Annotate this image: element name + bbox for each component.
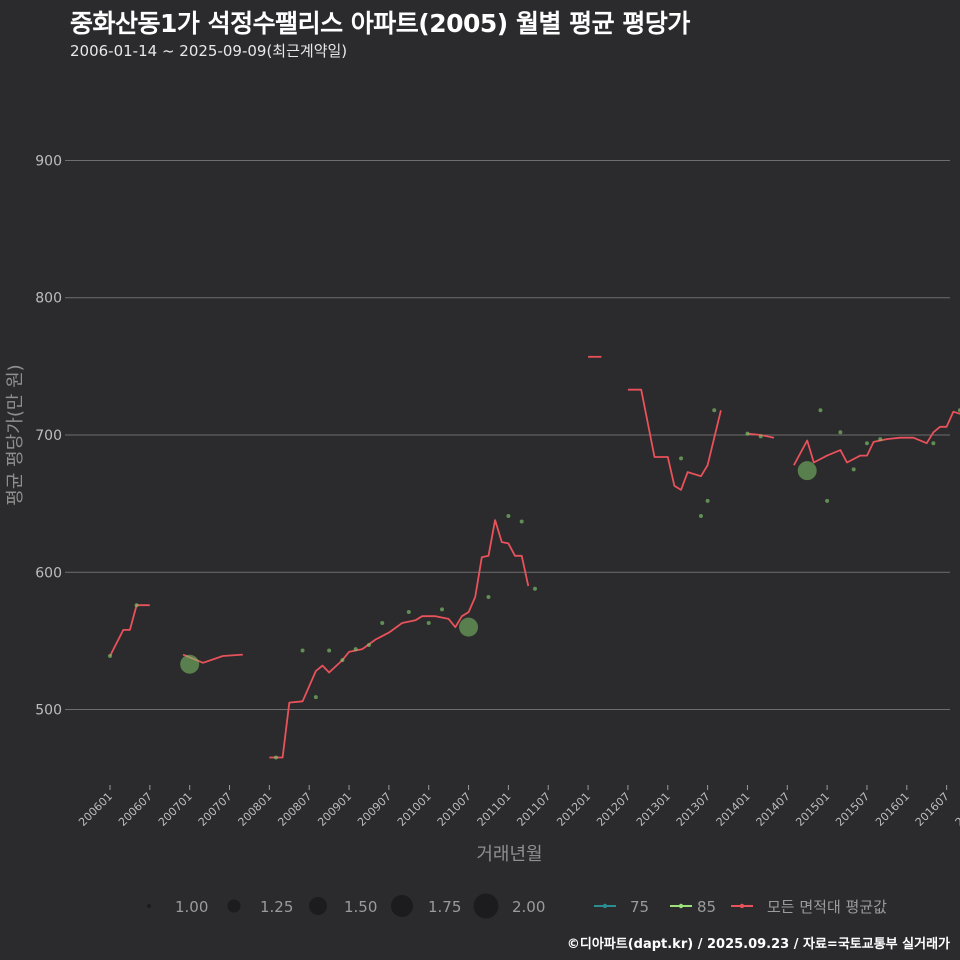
legend-series-label: 75 xyxy=(630,898,649,916)
legend-size-key xyxy=(391,895,413,917)
legend-size-label: 1.25 xyxy=(260,898,293,916)
legend-size-label: 1.00 xyxy=(175,898,208,916)
x-tick-label: 200907 xyxy=(355,790,394,829)
data-point xyxy=(274,755,278,760)
x-tick-label: 201001 xyxy=(395,790,434,829)
chart-subtitle: 2006-01-14 ~ 2025-09-09(최근계약일) xyxy=(70,42,348,60)
x-tick-label: 201507 xyxy=(833,790,872,829)
y-tick-label: 600 xyxy=(35,565,62,581)
y-tick-label: 700 xyxy=(35,428,62,444)
data-point xyxy=(406,610,411,615)
legend-series-point xyxy=(602,903,608,909)
x-tick-label: 201607 xyxy=(913,790,952,829)
data-point xyxy=(340,658,345,663)
y-tick-label: 500 xyxy=(35,703,62,719)
legend-series-point xyxy=(678,903,684,909)
x-tick-label: 201407 xyxy=(754,790,793,829)
data-point xyxy=(705,498,710,503)
series-points xyxy=(108,408,960,760)
data-point xyxy=(745,431,750,436)
data-point xyxy=(440,607,444,612)
x-tick-label: 201107 xyxy=(514,790,553,829)
x-tick-label: 201201 xyxy=(554,790,593,829)
x-tick-label: 200801 xyxy=(236,790,275,829)
x-tick-label: 201601 xyxy=(873,790,912,829)
legend-size-label: 1.50 xyxy=(344,898,377,916)
data-point xyxy=(825,498,830,503)
x-tick-label: 200701 xyxy=(156,790,195,829)
data-point xyxy=(366,643,371,647)
x-tick-label: 201301 xyxy=(634,790,673,829)
data-point xyxy=(532,586,537,591)
data-point xyxy=(878,437,883,442)
data-point xyxy=(818,408,823,413)
legend: 1.00 1.25 1.50 1.75 2.00 75 85 모든 면적대 평균값 xyxy=(147,893,887,919)
legend-series-point xyxy=(739,903,745,909)
avg-line-segment xyxy=(793,410,960,466)
source-caption: ©디아파트(dapt.kr) / 2025.09.23 / 자료=국토교통부 실… xyxy=(566,937,950,952)
data-point xyxy=(353,647,358,652)
x-tick-label: 200607 xyxy=(116,790,155,829)
data-point xyxy=(486,594,491,599)
x-tick-label: 201101 xyxy=(475,790,514,829)
legend-size-label: 1.75 xyxy=(428,898,461,916)
y-axis-title: 평균 평당가(만 원) xyxy=(5,364,26,505)
avg-line-segment xyxy=(627,388,722,491)
data-point xyxy=(698,513,703,518)
avg-line-segment xyxy=(269,519,530,759)
y-tick-label: 900 xyxy=(35,153,62,169)
legend-size-label: 2.00 xyxy=(512,898,545,916)
y-tick-labels: 500 600 700 800 900 xyxy=(35,153,62,718)
x-tick-label: 201307 xyxy=(674,790,713,829)
data-point xyxy=(134,603,139,608)
data-point xyxy=(679,456,684,461)
x-tick-label: 201501 xyxy=(793,790,832,829)
data-point xyxy=(380,621,385,626)
data-point xyxy=(180,654,200,674)
x-tick-labels: 200601 200607 200701 200707 200801 200807 2009… xyxy=(76,785,960,829)
data-point xyxy=(797,461,817,481)
data-point xyxy=(506,513,511,518)
data-point xyxy=(459,617,479,637)
data-point xyxy=(712,408,717,413)
data-point xyxy=(864,441,869,446)
grid-lines xyxy=(65,159,950,711)
legend-size-key xyxy=(473,893,499,919)
legend-series-label: 85 xyxy=(697,898,716,916)
legend-size-key xyxy=(309,897,327,915)
legend-series-label: 모든 면적대 평균값 xyxy=(767,898,887,916)
x-tick-label: 201007 xyxy=(435,790,474,829)
x-tick-label: 201401 xyxy=(714,790,753,829)
chart-title: 중화산동1가 석정수팰리스 아파트(2005) 월별 평균 평당가 xyxy=(70,9,690,38)
data-point xyxy=(300,648,305,653)
data-point xyxy=(931,441,936,446)
data-point xyxy=(327,648,332,653)
data-point xyxy=(851,467,856,472)
data-point xyxy=(313,695,318,700)
data-point xyxy=(519,519,524,524)
data-point xyxy=(957,408,960,413)
x-tick-label: 201701 xyxy=(953,790,960,829)
data-point xyxy=(758,434,763,439)
x-tick-label: 200807 xyxy=(275,790,314,829)
x-tick-label: 201207 xyxy=(594,790,633,829)
x-tick-label: 200707 xyxy=(196,790,235,829)
legend-size-key xyxy=(147,904,151,908)
data-point xyxy=(426,621,431,626)
series-lines xyxy=(109,355,960,759)
legend-size-key xyxy=(227,899,241,913)
x-axis-title: 거래년월 xyxy=(476,844,542,865)
y-tick-label: 800 xyxy=(35,291,62,307)
data-point xyxy=(108,653,112,658)
data-point xyxy=(838,430,843,435)
avg-line-segment xyxy=(109,604,150,657)
x-tick-label: 200901 xyxy=(315,790,354,829)
x-tick-label: 200601 xyxy=(76,790,115,829)
